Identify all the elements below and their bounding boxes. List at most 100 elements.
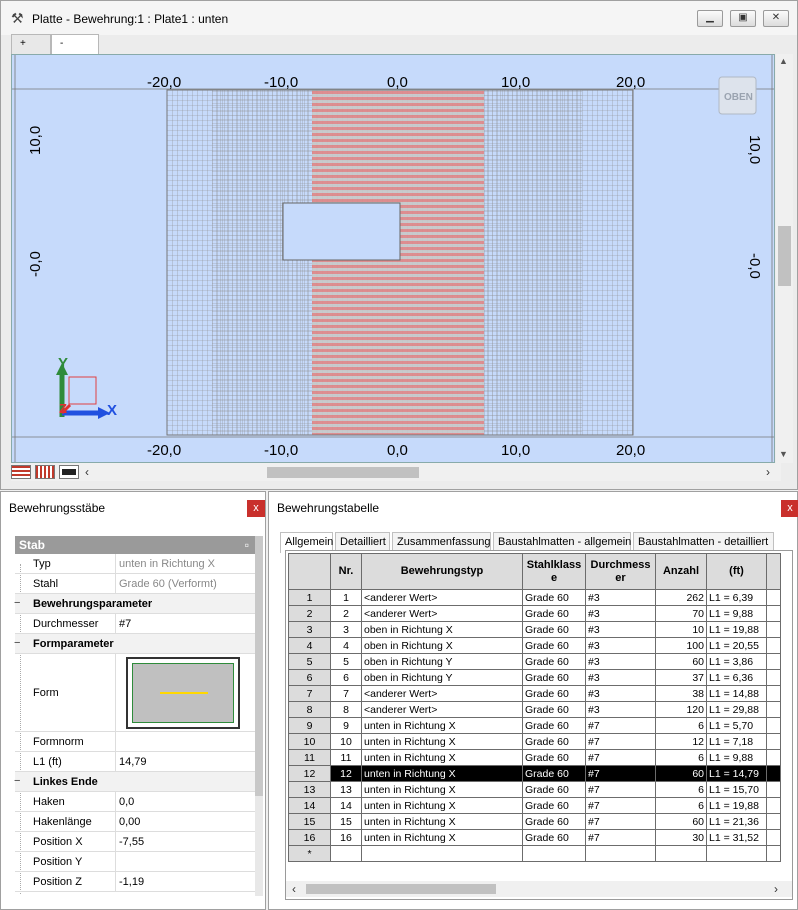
table-cell[interactable]: oben in Richtung X <box>361 637 523 654</box>
table-cell[interactable]: #3 <box>585 653 656 670</box>
table-cell[interactable]: L1 = 21,36 <box>706 813 767 830</box>
table-cell[interactable]: #7 <box>585 829 656 846</box>
table-cell[interactable]: 13 <box>330 781 362 798</box>
table-cell[interactable]: Grade 60 <box>522 685 586 702</box>
view-cube[interactable]: OBEN <box>718 76 757 115</box>
prop-row-l1[interactable]: L1 (ft) 14,79 <box>15 752 255 772</box>
prop-row-position-z[interactable]: Position Z -1,19 <box>15 872 255 892</box>
table-cell[interactable]: #7 <box>585 749 656 766</box>
row-header[interactable]: 12 <box>288 765 331 782</box>
table-cell[interactable]: Grade 60 <box>522 653 586 670</box>
table-cell[interactable]: L1 = 20,55 <box>706 637 767 654</box>
table-cell-empty[interactable] <box>330 845 362 862</box>
tab-zusammenfassung[interactable]: Zusammenfassung <box>392 532 491 552</box>
column-header[interactable]: Stahlklasse <box>522 553 586 590</box>
table-cell[interactable]: #3 <box>585 669 656 686</box>
table-cell[interactable]: Grade 60 <box>522 733 586 750</box>
table-row[interactable]: 6 6 oben in Richtung Y Grade 60 #3 37 L1 = 6,3… <box>288 669 781 686</box>
horizontal-scroll-thumb[interactable] <box>267 467 419 478</box>
scroll-left-icon[interactable]: ‹ <box>292 882 296 896</box>
column-header[interactable]: Anzahl <box>655 553 707 590</box>
table-row[interactable]: 8 8 <anderer Wert> Grade 60 #3 120 L1 = 29,88 <box>288 701 781 718</box>
row-header[interactable]: 9 <box>288 717 331 734</box>
close-icon[interactable]: x <box>781 500 798 517</box>
properties-scroll-thumb[interactable] <box>255 536 263 796</box>
prop-section-linkes-ende[interactable]: − Linkes Ende <box>14 772 255 792</box>
table-row[interactable]: 15 15 unten in Richtung X Grade 60 #7 60 L1 = … <box>288 813 781 830</box>
table-cell[interactable]: unten in Richtung X <box>361 733 523 750</box>
prop-row-haken[interactable]: Haken 0,0 <box>15 792 255 812</box>
column-header[interactable]: Durchmesser <box>585 553 656 590</box>
drawing-viewport[interactable]: -20,0 -10,0 0,0 10,0 20,0 10,0 -0,0 10,0 <box>11 54 775 463</box>
prop-row-position-x[interactable]: Position X -7,55 <box>15 832 255 852</box>
table-cell[interactable]: 262 <box>655 589 707 606</box>
table-cell[interactable]: <anderer Wert> <box>361 605 523 622</box>
scroll-right-icon[interactable]: › <box>766 465 770 479</box>
collapse-icon[interactable]: − <box>14 775 21 787</box>
maximize-button[interactable]: ▣ <box>730 10 756 27</box>
table-cell[interactable]: Grade 60 <box>522 765 586 782</box>
table-cell[interactable]: 15 <box>330 813 362 830</box>
table-cell[interactable]: #7 <box>585 781 656 798</box>
table-cell[interactable]: 120 <box>655 701 707 718</box>
table-cell[interactable]: <anderer Wert> <box>361 701 523 718</box>
row-header[interactable]: 1 <box>288 589 331 606</box>
row-header[interactable]: 5 <box>288 653 331 670</box>
table-cell[interactable]: L1 = 6,36 <box>706 669 767 686</box>
table-cell[interactable]: 16 <box>330 829 362 846</box>
column-header[interactable]: Nr. <box>330 553 362 590</box>
table-cell[interactable]: Grade 60 <box>522 717 586 734</box>
scroll-up-icon[interactable]: ▲ <box>779 56 788 66</box>
close-button[interactable]: ✕ <box>763 10 789 27</box>
prop-section-formparameter[interactable]: − Formparameter <box>14 634 255 654</box>
scroll-down-icon[interactable]: ▼ <box>779 449 788 459</box>
pin-icon[interactable]: ▫ <box>244 538 249 552</box>
table-cell[interactable]: 7 <box>330 685 362 702</box>
table-cell[interactable]: Grade 60 <box>522 749 586 766</box>
table-row[interactable]: 7 7 <anderer Wert> Grade 60 #3 38 L1 = 14,88 <box>288 685 781 702</box>
table-cell[interactable]: unten in Richtung X <box>361 717 523 734</box>
row-header[interactable]: 6 <box>288 669 331 686</box>
table-cell[interactable]: L1 = 9,88 <box>706 605 767 622</box>
table-cell[interactable]: <anderer Wert> <box>361 685 523 702</box>
tab-allgemein[interactable]: Allgemein <box>280 532 333 553</box>
scroll-left-icon[interactable]: ‹ <box>85 465 89 479</box>
prop-value[interactable]: #7 <box>115 614 255 633</box>
table-row[interactable]: 2 2 <anderer Wert> Grade 60 #3 70 L1 = 9,88 <box>288 605 781 622</box>
prop-value[interactable]: -1,19 <box>115 872 255 891</box>
table-cell[interactable]: 10 <box>655 621 707 638</box>
table-cell[interactable]: unten in Richtung X <box>361 765 523 782</box>
prop-value[interactable] <box>115 852 255 871</box>
prop-value[interactable] <box>115 732 255 751</box>
table-cell[interactable]: L1 = 29,88 <box>706 701 767 718</box>
table-cell[interactable]: 12 <box>330 765 362 782</box>
prop-value[interactable]: -7,55 <box>115 832 255 851</box>
table-row[interactable]: 3 3 oben in Richtung X Grade 60 #3 10 L1 = 19,… <box>288 621 781 638</box>
table-row[interactable]: 14 14 unten in Richtung X Grade 60 #7 6 L1 = 1… <box>288 797 781 814</box>
table-cell[interactable]: #7 <box>585 765 656 782</box>
table-cell[interactable]: #7 <box>585 813 656 830</box>
tab-detailliert[interactable]: Detailliert <box>335 532 390 552</box>
table-cell[interactable]: L1 = 14,88 <box>706 685 767 702</box>
row-header[interactable]: 7 <box>288 685 331 702</box>
table-cell[interactable]: 37 <box>655 669 707 686</box>
prop-row-form[interactable]: Form <box>15 654 255 732</box>
table-row[interactable]: 11 11 unten in Richtung X Grade 60 #7 6 L1 = 9… <box>288 749 781 766</box>
table-cell[interactable]: L1 = 7,18 <box>706 733 767 750</box>
table-cell[interactable]: L1 = 15,70 <box>706 781 767 798</box>
minimize-button[interactable]: ▁ <box>697 10 723 27</box>
table-row[interactable]: 10 10 unten in Richtung X Grade 60 #7 12 L1 = … <box>288 733 781 750</box>
table-cell[interactable]: 100 <box>655 637 707 654</box>
row-header[interactable]: 15 <box>288 813 331 830</box>
table-cell-empty[interactable] <box>706 845 767 862</box>
table-cell[interactable]: #3 <box>585 605 656 622</box>
prop-row-position-y[interactable]: Position Y <box>15 852 255 872</box>
table-cell[interactable]: <anderer Wert> <box>361 589 523 606</box>
table-cell[interactable]: 60 <box>655 765 707 782</box>
table-row[interactable]: 12 12 unten in Richtung X Grade 60 #7 60 L1 = … <box>288 765 781 782</box>
table-cell[interactable]: Grade 60 <box>522 621 586 638</box>
tab-minus[interactable]: - <box>51 34 99 54</box>
table-cell[interactable]: L1 = 6,39 <box>706 589 767 606</box>
table-row[interactable]: 4 4 oben in Richtung X Grade 60 #3 100 L1 = 20… <box>288 637 781 654</box>
table-cell[interactable]: oben in Richtung X <box>361 621 523 638</box>
